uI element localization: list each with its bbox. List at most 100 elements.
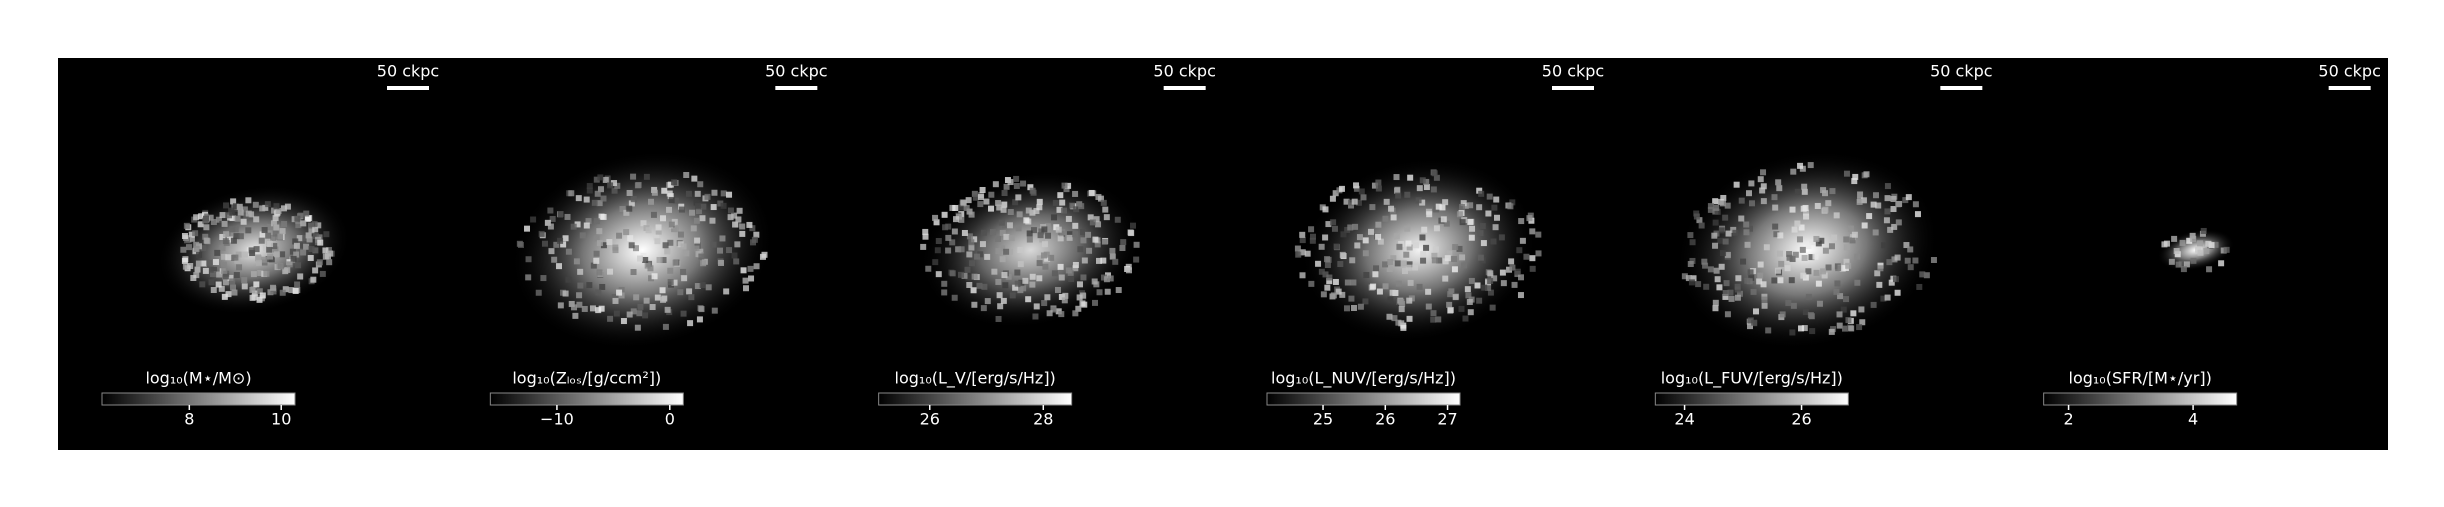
pixel	[1003, 233, 1010, 240]
pixel	[1752, 308, 1759, 315]
pixel	[317, 239, 324, 246]
pixel	[1376, 288, 1383, 295]
pixel	[1415, 197, 1422, 204]
pixel	[297, 242, 304, 249]
pixel	[1373, 265, 1380, 272]
pixel	[1695, 281, 1702, 288]
pixel	[1786, 254, 1793, 261]
pixel	[951, 294, 958, 301]
colorbar-tick-label: 4	[2188, 410, 2198, 429]
pixel	[1442, 275, 1449, 282]
pixel	[1299, 237, 1306, 244]
pixel	[274, 251, 281, 258]
pixel	[667, 279, 674, 286]
pixel	[1431, 252, 1438, 259]
pixel	[689, 209, 696, 216]
pixel	[524, 225, 531, 232]
pixel	[949, 239, 956, 246]
colorbar	[2043, 392, 2238, 406]
pixel	[1760, 281, 1767, 288]
pixel	[1815, 280, 1822, 287]
pixel	[1872, 229, 1879, 236]
pixel	[1777, 277, 1784, 284]
pixel	[1461, 262, 1468, 269]
pixel	[1405, 240, 1412, 247]
pixel	[1863, 171, 1870, 178]
pixel	[270, 288, 277, 295]
pixel	[1498, 234, 1505, 241]
pixel	[292, 288, 299, 295]
pixel	[2180, 266, 2187, 273]
pixel	[1688, 279, 1695, 286]
pixel	[234, 257, 241, 264]
pixel	[572, 312, 579, 319]
pixel	[1468, 277, 1475, 284]
pixel	[1337, 261, 1344, 268]
pixel	[1774, 267, 1781, 274]
pixel	[693, 217, 700, 224]
pixel	[1858, 306, 1865, 313]
pixel	[1383, 198, 1390, 205]
pixel	[626, 205, 633, 212]
pixel	[999, 229, 1006, 236]
pixel	[999, 245, 1006, 252]
pixel	[2174, 251, 2181, 258]
pixel	[221, 293, 228, 300]
pixel	[664, 248, 671, 255]
pixel	[1012, 199, 1019, 206]
pixel	[1790, 302, 1797, 309]
pixel	[535, 289, 542, 296]
pixel	[1435, 316, 1442, 323]
pixel	[207, 266, 214, 273]
pixel	[1843, 244, 1850, 251]
pixel	[1061, 182, 1068, 189]
pixel	[1818, 237, 1825, 244]
pixel	[920, 243, 927, 250]
pixel	[1052, 199, 1059, 206]
pixel	[1335, 288, 1342, 295]
pixel	[1352, 223, 1359, 230]
pixel	[1791, 226, 1798, 233]
pixel	[229, 209, 236, 216]
pixel	[538, 230, 545, 237]
pixel	[1017, 261, 1024, 268]
pixel	[218, 285, 225, 292]
pixel	[595, 307, 602, 314]
pixel	[1109, 253, 1116, 260]
pixel	[325, 247, 332, 254]
pixel	[226, 212, 233, 219]
pixel	[1329, 195, 1336, 202]
pixel	[1050, 306, 1057, 313]
pixel	[1416, 283, 1423, 290]
pixel	[677, 231, 684, 238]
pixel	[1435, 203, 1442, 210]
pixel	[720, 190, 727, 197]
pixel	[1072, 231, 1079, 238]
pixel	[1476, 187, 1483, 194]
pixel	[1002, 282, 1009, 289]
pixel	[1803, 209, 1810, 216]
pixel	[1523, 253, 1530, 260]
pixel	[996, 292, 1003, 299]
pixel	[734, 241, 741, 248]
pixel	[1788, 277, 1795, 284]
pixel	[1372, 271, 1379, 278]
pixel	[643, 173, 650, 180]
pixel	[965, 274, 972, 281]
pixel	[1821, 272, 1828, 279]
pixel	[626, 189, 633, 196]
pixel	[1884, 294, 1891, 301]
pixel	[188, 235, 195, 242]
pixel	[1072, 261, 1079, 268]
pixel	[1416, 185, 1423, 192]
pixel	[306, 236, 313, 243]
pixel	[677, 289, 684, 296]
pixel	[525, 274, 532, 281]
pixel	[275, 207, 282, 214]
pixel	[308, 246, 315, 253]
pixel	[252, 201, 259, 208]
pixel	[711, 189, 718, 196]
pixel	[1707, 203, 1714, 210]
pixel	[1820, 187, 1827, 194]
pixel	[1801, 325, 1808, 332]
